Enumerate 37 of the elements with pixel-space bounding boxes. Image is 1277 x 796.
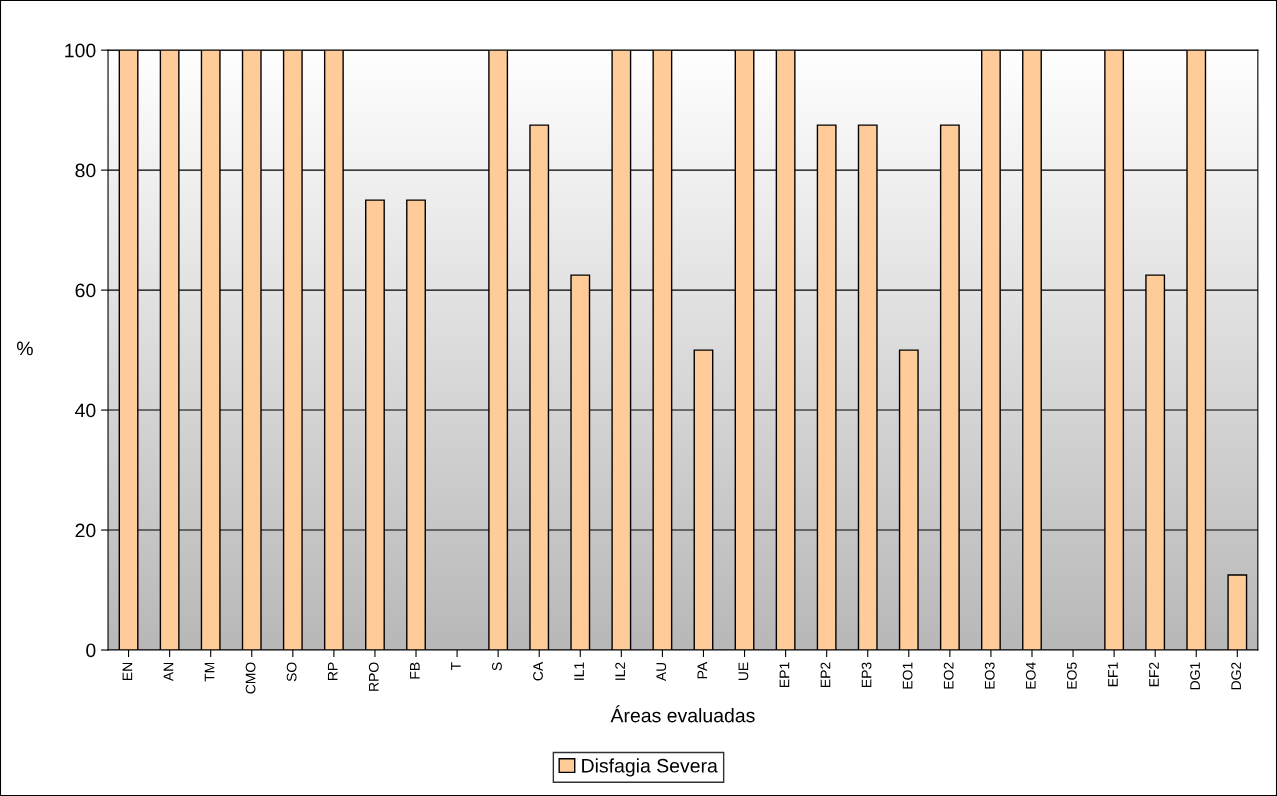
x-tick-label: AU [656, 662, 667, 682]
x-tick-label: RPO [368, 662, 379, 691]
x-tick-label: CMO [245, 662, 256, 694]
x-tick-label: DG2 [1231, 662, 1242, 690]
y-tick-label: 100 [65, 43, 96, 58]
x-tick-label: EO4 [1025, 662, 1036, 689]
x-tick-label: TM [204, 662, 215, 682]
x-tick-label: DG1 [1190, 662, 1200, 690]
y-tick-label: 80 [75, 163, 96, 178]
x-tick-label: EP3 [861, 662, 872, 687]
x-tick-label: EP1 [779, 662, 790, 687]
x-tick-label: AN [163, 662, 174, 682]
x-tick-label: EF2 [1149, 662, 1159, 687]
x-tick-label: FB [410, 662, 420, 679]
x-tick-label: EO5 [1066, 662, 1077, 689]
x-tick-label: CA [533, 661, 543, 681]
x-tick-label: EF1 [1108, 662, 1118, 687]
y-tick-label: 0 [86, 643, 96, 658]
x-tick-label: EO3 [984, 662, 995, 689]
x-axis-title: Áreas evaluadas [610, 705, 755, 723]
x-tick-label: UE [738, 662, 749, 681]
x-tick-label: EO2 [943, 662, 954, 689]
x-tick-label: EP2 [820, 662, 831, 687]
x-tick-label: RP [327, 662, 338, 680]
x-tick-label: S [492, 662, 502, 671]
y-tick-label: 20 [75, 523, 96, 538]
x-tick-label: EN [122, 662, 133, 680]
x-tick-label: IL2 [615, 662, 625, 680]
x-tick-label: EO1 [902, 662, 913, 689]
x-tick-label: PA [697, 661, 708, 679]
x-tick-label: IL1 [574, 662, 584, 680]
x-tick-label: T [451, 662, 461, 670]
y-tick-label: 40 [75, 403, 96, 418]
y-tick-label: 60 [75, 283, 96, 298]
y-axis-title: % [16, 341, 33, 356]
legend-label: Disfagia Severa [582, 758, 718, 777]
x-tick-label: SO [286, 662, 297, 682]
